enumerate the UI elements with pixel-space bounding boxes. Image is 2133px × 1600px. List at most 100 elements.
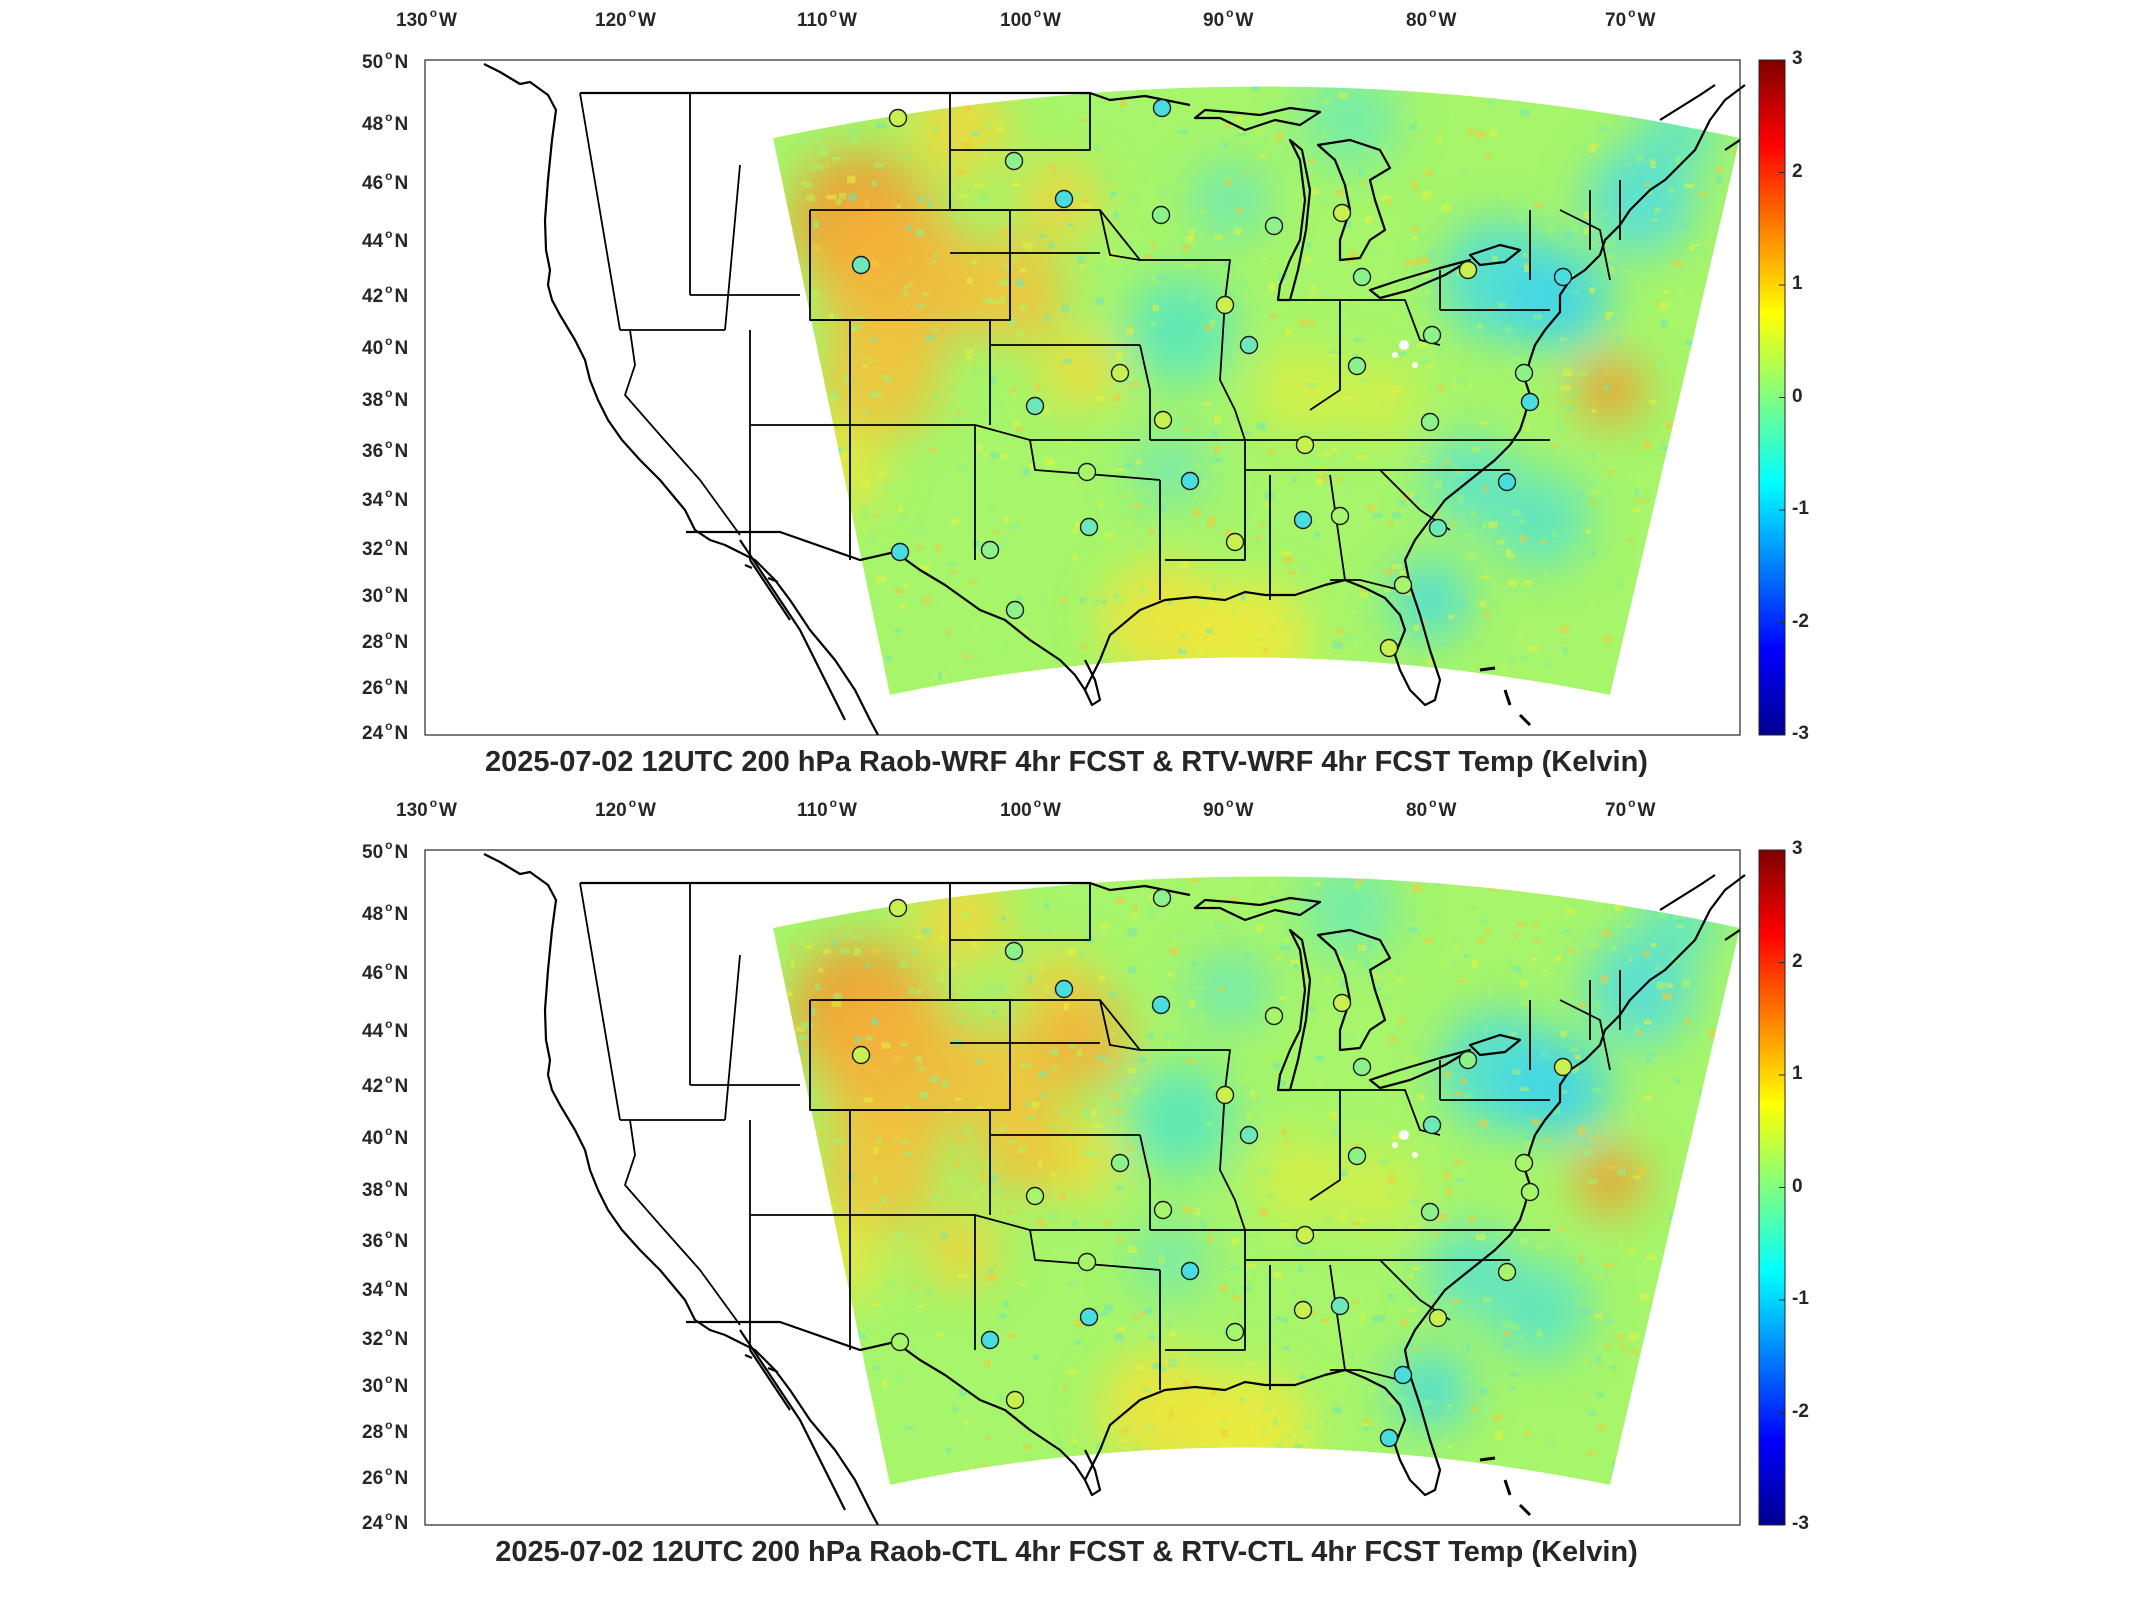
colorbar-tick-label: 2	[1792, 950, 1803, 972]
lon-tick-label: 80 o W	[1406, 796, 1457, 821]
raob-station-marker	[1520, 1182, 1540, 1202]
state-boundary	[724, 164, 741, 331]
raob-station-marker	[1514, 1153, 1534, 1173]
raob-station-marker	[1225, 532, 1245, 552]
colorbar-tick-label: 0	[1792, 1175, 1803, 1197]
east-gulf-coastline	[1084, 874, 1746, 1497]
islands	[1479, 666, 1532, 727]
raob-station-marker	[1264, 1006, 1284, 1026]
lat-tick-label: 38 o N	[362, 386, 409, 411]
lat-tick-label: 44 o N	[362, 1017, 409, 1042]
colorbar-tick-label: 2	[1792, 160, 1803, 182]
state-boundary	[1559, 999, 1611, 1071]
east-gulf-coastline	[1084, 84, 1746, 707]
state-boundary	[1329, 474, 1346, 581]
state-boundary	[1329, 1264, 1346, 1371]
lon-tick-label: 130 o W	[396, 6, 457, 31]
mexico-border	[686, 530, 1102, 707]
map-panel-bottom: 2025-07-02 12UTC 200 hPa Raob-CTL 4hr FC…	[0, 790, 2133, 1590]
lat-tick-label: 30 o N	[362, 582, 409, 607]
raob-station-marker	[1153, 1200, 1173, 1220]
canada-border	[580, 91, 1191, 107]
raob-station-marker	[1352, 1057, 1372, 1077]
lat-tick-label: 46 o N	[362, 169, 409, 194]
raob-station-marker	[1005, 600, 1025, 620]
lat-tick-label: 34 o N	[362, 1276, 409, 1301]
raob-station-marker	[1347, 356, 1367, 376]
raob-station-marker	[1025, 1186, 1045, 1206]
state-boundary	[1099, 209, 1231, 301]
raob-station-marker	[1379, 1428, 1399, 1448]
raob-station-marker	[1264, 216, 1284, 236]
lat-tick-label: 50 o N	[362, 48, 409, 73]
raob-station-marker	[1295, 435, 1315, 455]
raob-station-marker	[1239, 1125, 1259, 1145]
raob-station-marker	[890, 1332, 910, 1352]
lat-tick-label: 40 o N	[362, 1124, 409, 1149]
raob-station-marker	[1295, 1225, 1315, 1245]
lat-tick-label: 28 o N	[362, 628, 409, 653]
lon-tick-label: 110 o W	[797, 6, 857, 31]
map-panel-top: 2025-07-02 12UTC 200 hPa Raob-WRF 4hr FC…	[362, 6, 1809, 778]
raob-station-marker	[1458, 1050, 1478, 1070]
lon-tick-label: 70 o W	[1605, 6, 1656, 31]
lat-tick-label: 26 o N	[362, 674, 409, 699]
state-boundary	[950, 209, 1141, 261]
colorbar-tick-label: 3	[1792, 838, 1803, 859]
lat-tick-label: 32 o N	[362, 1325, 409, 1350]
raob-station-marker	[1497, 472, 1517, 492]
raob-station-marker	[1553, 1057, 1573, 1077]
raob-station-marker	[1225, 1322, 1245, 1342]
state-boundary	[1330, 1369, 1401, 1381]
great-lake	[1368, 258, 1472, 300]
great-lake	[1316, 928, 1392, 1052]
raob-station-marker	[851, 255, 871, 275]
raob-station-marker	[980, 540, 1000, 560]
raob-station-marker	[1005, 1390, 1025, 1410]
raob-station-marker	[1152, 98, 1172, 118]
lat-tick-label: 32 o N	[362, 535, 409, 560]
raob-station-marker	[1180, 1261, 1200, 1281]
lat-tick-label: 28 o N	[362, 1418, 409, 1443]
raob-station-marker	[1332, 203, 1352, 223]
raob-station-marker	[1330, 506, 1350, 526]
raob-station-marker	[1215, 1085, 1235, 1105]
lat-tick-label: 34 o N	[362, 486, 409, 511]
state-boundary	[724, 954, 741, 1121]
great-lake	[1193, 896, 1322, 922]
raob-station-marker	[1352, 267, 1372, 287]
islands	[1479, 1456, 1532, 1517]
raob-station-marker	[1293, 510, 1313, 530]
state-boundary	[1219, 299, 1246, 441]
colorbar-tick-label: -3	[1792, 1513, 1809, 1534]
lat-tick-label: 24 o N	[362, 1509, 409, 1534]
raob-station-marker	[1420, 412, 1440, 432]
raob-station-marker	[1180, 471, 1200, 491]
raob-station-marker	[1293, 1300, 1313, 1320]
raob-station-marker	[1110, 363, 1130, 383]
baja-coastline	[739, 539, 846, 721]
state-boundary	[1559, 209, 1611, 281]
state-boundary	[809, 999, 1011, 1111]
state-boundary	[809, 209, 1011, 321]
colorbar-tick-label: 1	[1792, 273, 1803, 294]
state-boundary	[1139, 1134, 1151, 1230]
canada-border	[580, 881, 1191, 897]
state-boundary	[1280, 299, 1341, 411]
canada-coastline	[1659, 84, 1741, 151]
raob-station-marker	[1497, 1262, 1517, 1282]
lat-tick-label: 44 o N	[362, 227, 409, 252]
state-boundary	[1330, 579, 1401, 591]
lat-tick-label: 48 o N	[362, 900, 409, 925]
raob-station-marker	[890, 542, 910, 562]
colorbar-tick-label: -2	[1792, 610, 1809, 632]
state-boundary	[1029, 1229, 1161, 1271]
map-title-bottom: 2025-07-02 12UTC 200 hPa Raob-CTL 4hr FC…	[495, 1536, 1638, 1568]
raob-station-marker	[1054, 979, 1074, 999]
state-boundary	[579, 882, 621, 1121]
raob-station-marker	[1152, 888, 1172, 908]
lon-tick-label: 90 o W	[1203, 796, 1254, 821]
raob-station-marker	[1079, 1307, 1099, 1327]
lon-tick-label: 70 o W	[1605, 796, 1656, 821]
colorbar-tick-label: -3	[1792, 723, 1809, 744]
